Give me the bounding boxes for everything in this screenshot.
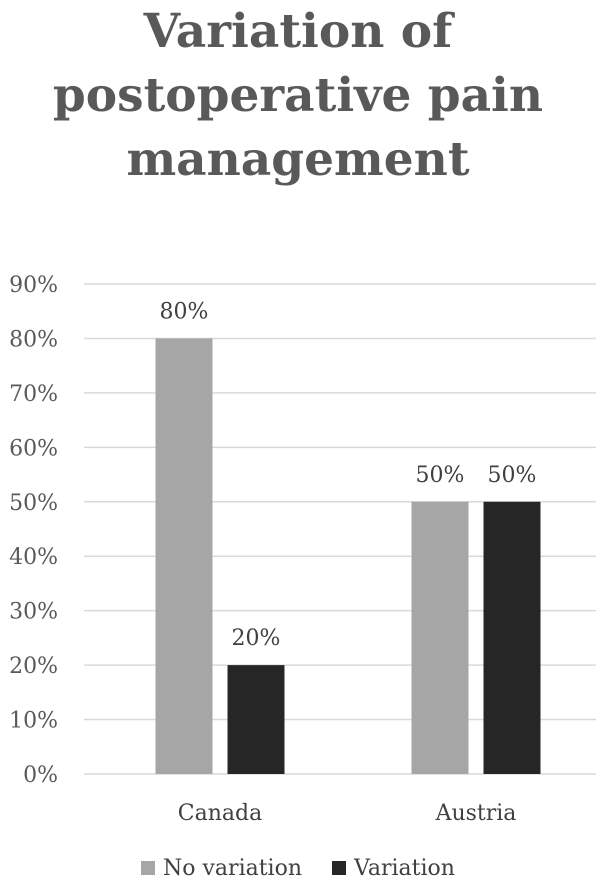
y-tick-label: 50% xyxy=(9,491,58,516)
y-axis-ticks: 0% 10% 20% 30% 40% 50% 60% 70% 80% 90% xyxy=(9,273,58,788)
y-tick-label: 20% xyxy=(9,654,58,679)
legend-label-variation: Variation xyxy=(354,855,455,881)
legend-label-no-variation: No variation xyxy=(163,855,303,881)
bar-chart: 0% 10% 20% 30% 40% 50% 60% 70% 80% 90% 80% 20% 50% 5… xyxy=(9,273,596,826)
data-label: 50% xyxy=(416,463,465,488)
y-tick-label: 90% xyxy=(9,273,58,298)
data-label: 20% xyxy=(232,626,281,651)
y-tick-label: 60% xyxy=(9,436,58,461)
legend-swatch-no-variation xyxy=(141,861,156,875)
y-tick-label: 70% xyxy=(9,382,58,407)
legend-entry-no-variation: No variation xyxy=(141,856,302,881)
chart-title-line-3: management xyxy=(126,132,470,187)
bar-no-variation-canada xyxy=(155,338,213,774)
chart-title-line-1: Variation of xyxy=(143,4,453,59)
data-label: 50% xyxy=(488,463,537,488)
x-category-label: Austria xyxy=(435,801,517,826)
y-tick-label: 30% xyxy=(9,600,58,625)
bar-no-variation-austria xyxy=(411,501,469,774)
legend: No variation Variation xyxy=(0,852,596,884)
y-tick-label: 80% xyxy=(9,327,58,352)
y-tick-label: 0% xyxy=(23,763,58,788)
bars xyxy=(155,338,541,774)
data-label: 80% xyxy=(160,299,209,324)
x-axis-categories: Canada Austria xyxy=(178,801,517,826)
legend-swatch-variation xyxy=(332,861,347,875)
legend-entry-variation: Variation xyxy=(332,856,455,881)
data-labels: 80% 20% 50% 50% xyxy=(160,299,537,651)
bar-variation-austria xyxy=(483,501,541,774)
chart-title-line-2: postoperative pain xyxy=(52,68,544,123)
x-category-label: Canada xyxy=(178,801,262,826)
y-tick-label: 10% xyxy=(9,709,58,734)
chart-title: Variation of postoperative pain manageme… xyxy=(0,0,596,192)
bar-variation-canada xyxy=(227,665,285,774)
y-tick-label: 40% xyxy=(9,545,58,570)
